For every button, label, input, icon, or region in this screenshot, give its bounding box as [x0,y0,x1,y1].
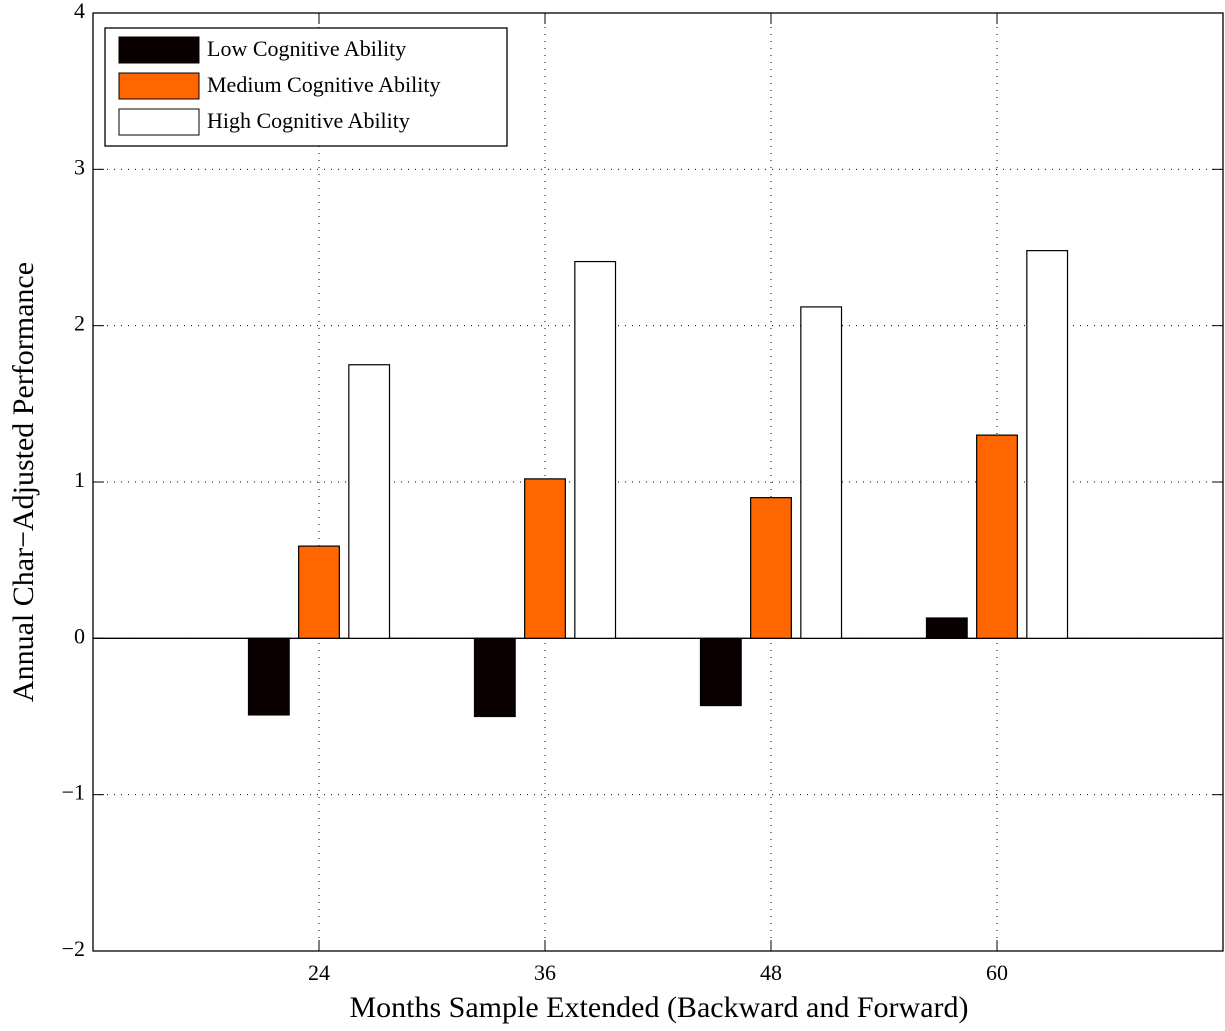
y-tick-label: 1 [74,467,85,492]
x-tick-label: 24 [308,960,330,985]
bar [524,478,566,639]
x-tick-label: 48 [760,960,782,985]
y-tick-label: 4 [74,0,85,23]
legend-swatch [118,36,200,64]
plot-frame [92,12,1224,952]
bar [574,260,617,639]
y-tick-label: 3 [74,154,85,179]
y-axis-label: Annual Char−Adjusted Performance [7,262,40,702]
bar [750,497,792,639]
x-axis-label: Months Sample Extended (Backward and For… [349,991,968,1024]
bar [976,434,1018,639]
legend-label: Low Cognitive Ability [207,36,406,61]
y-tick-label: −2 [62,936,85,961]
x-tick-label: 36 [534,960,556,985]
bar [473,637,516,718]
bar [1026,250,1069,639]
x-tick-label: 60 [986,960,1008,985]
legend-label: High Cognitive Ability [207,108,410,133]
legend-label: Medium Cognitive Ability [207,72,440,97]
legend-swatch [118,72,200,100]
y-tick-label: −1 [62,780,85,805]
y-tick-label: 2 [74,311,85,336]
bar [925,617,968,639]
bar [699,637,742,707]
bar [348,364,391,639]
legend-swatch [118,108,200,136]
y-tick-label: 0 [74,623,85,648]
bar [247,637,290,716]
bar [298,545,340,639]
bar [800,306,843,639]
